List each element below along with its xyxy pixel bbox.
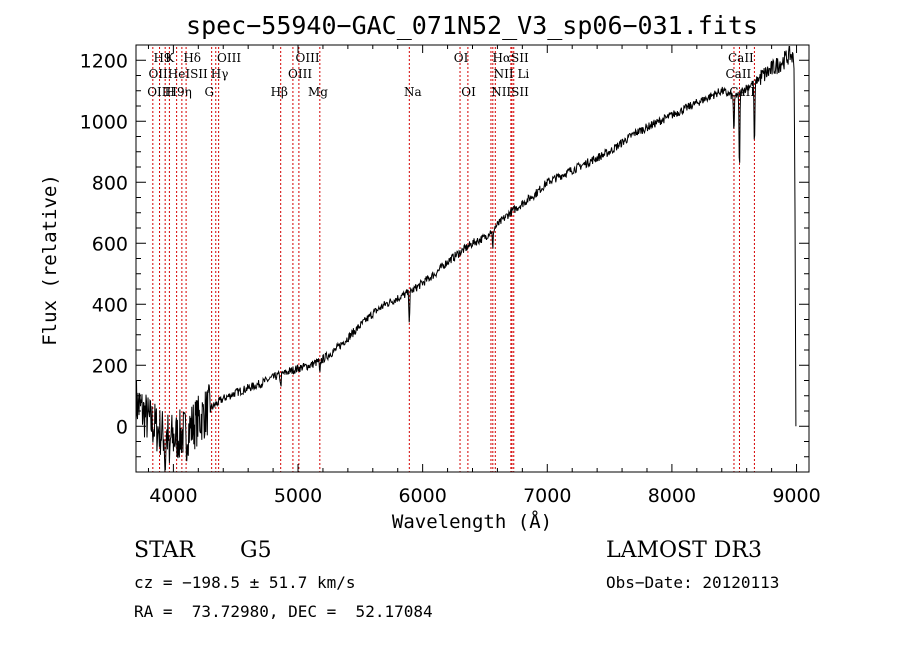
plot-frame <box>135 44 810 473</box>
spectral-line-label: G <box>205 85 215 99</box>
spectral-line-label: OIII <box>217 51 241 65</box>
x-axis-ticks: 4000 5000 6000 7000 8000 9000 <box>147 45 821 507</box>
spectral-line-label: H9 <box>153 51 171 65</box>
x-tick-label: 8000 <box>648 485 696 507</box>
chart-title: spec−55940−GAC_071N52_V3_sp06−031.fits <box>186 11 758 40</box>
spectral-line-label: K <box>165 51 175 65</box>
observation-date: Obs−Date: 20120113 <box>606 573 780 592</box>
sky-coordinates: RA = 73.72980, DEC = 52.17084 <box>134 602 433 621</box>
spectral-line-label: NIISII <box>491 85 529 99</box>
spectral-line-label: OIIHeISII <box>148 67 208 81</box>
y-tick-label: 600 <box>92 233 128 255</box>
y-tick-label: 800 <box>92 172 128 194</box>
spectral-line-label: Hγ <box>211 67 229 81</box>
survey-name: LAMOST DR3 <box>606 538 762 563</box>
x-tick-label: 7000 <box>523 485 571 507</box>
spectral-line-label: OIIH9η <box>147 85 192 99</box>
spectral-line-label: CaII <box>725 67 751 81</box>
y-tick-label: 400 <box>92 294 128 316</box>
spectral-line-label: Hδ <box>183 51 201 65</box>
spectral-line-label: OI <box>454 51 469 65</box>
y-tick-label: 0 <box>116 416 128 438</box>
y-tick-label: 1000 <box>80 111 128 133</box>
spectrum-series-line <box>135 46 797 473</box>
x-tick-label: 9000 <box>772 485 820 507</box>
spectral-line-markers <box>152 47 755 472</box>
y-axis-label: Flux (relative) <box>39 174 61 346</box>
radial-velocity: cz = −198.5 ± 51.7 km/s <box>134 573 356 592</box>
spectral-line-label: OIII <box>296 51 320 65</box>
spectral-line-label: Mg <box>308 85 328 99</box>
object-subclass: G5 <box>240 538 272 563</box>
x-axis-label: Wavelength (Å) <box>392 510 552 533</box>
x-tick-label: 4000 <box>149 485 197 507</box>
spectral-line-label: CaII <box>728 51 754 65</box>
spectral-line-label: H <box>165 85 175 99</box>
y-axis-ticks: 0 200 400 600 800 1000 1200 <box>80 50 809 458</box>
spectral-line-label: OI <box>461 85 476 99</box>
y-tick-label: 200 <box>92 355 128 377</box>
y-tick-label: 1200 <box>80 50 128 72</box>
spectral-line-label: HαSII <box>492 51 529 65</box>
spectral-line-label: Na <box>404 85 422 99</box>
x-tick-label: 5000 <box>274 485 322 507</box>
x-tick-label: 6000 <box>398 485 446 507</box>
spectral-line-labels: H9K Hδ OIII OIII OI HαSII CaII OIIHeISII Hγ OIII N… <box>147 51 755 99</box>
spectral-line-label: Hβ <box>271 85 288 99</box>
object-class: STAR <box>134 538 195 563</box>
spectral-line-label: OIII <box>288 67 312 81</box>
spectral-line-label: NII Li <box>494 67 530 81</box>
